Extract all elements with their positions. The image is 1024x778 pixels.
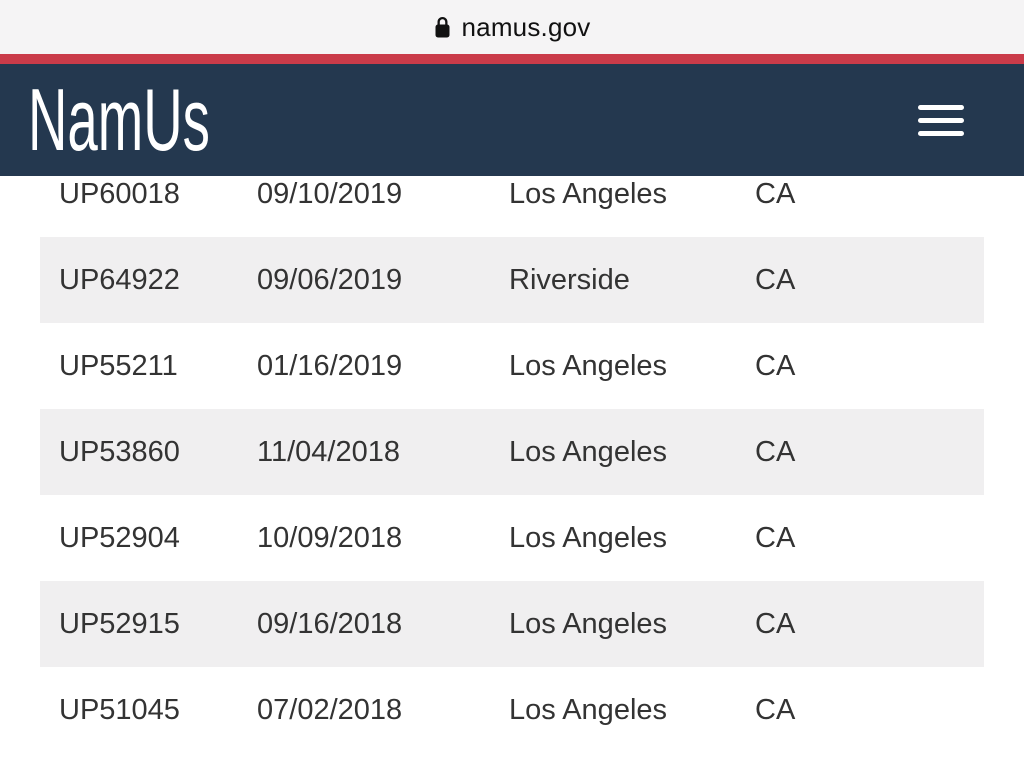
state-cell: CA: [755, 607, 796, 640]
case-row[interactable]: UP53860 11/04/2018 Los Angeles CA: [40, 409, 984, 495]
date-cell: 09/16/2018: [257, 607, 403, 640]
city-cell: Los Angeles: [509, 435, 668, 468]
red-accent-stripe: [0, 54, 1024, 64]
case-id-cell: UP51045: [59, 693, 180, 726]
state-cell: CA: [755, 435, 796, 468]
hamburger-menu-icon: [918, 117, 964, 123]
case-id-cell: UP64922: [59, 263, 180, 296]
hamburger-menu-icon: [918, 130, 964, 136]
browser-address-bar[interactable]: namus.gov: [0, 0, 1024, 54]
state-cell: CA: [755, 349, 796, 382]
case-id-cell: UP52915: [59, 607, 180, 640]
hamburger-menu-button[interactable]: [918, 104, 964, 136]
city-cell: Los Angeles: [509, 607, 668, 640]
case-id-cell: UP52904: [59, 521, 180, 554]
date-cell: 09/06/2019: [257, 263, 403, 296]
hamburger-menu-icon: [918, 104, 964, 110]
case-id-cell: UP53860: [59, 435, 180, 468]
date-cell: 09/10/2019: [257, 177, 403, 210]
case-id-cell: UP55211: [59, 349, 178, 382]
state-cell: CA: [755, 263, 796, 296]
city-cell: Riverside: [509, 263, 630, 296]
url-text: namus.gov: [461, 11, 591, 42]
city-cell: Los Angeles: [509, 177, 668, 210]
date-cell: 07/02/2018: [257, 693, 403, 726]
city-cell: Los Angeles: [509, 521, 668, 554]
case-row[interactable]: UP52904 10/09/2018 Los Angeles CA: [40, 495, 984, 581]
case-row[interactable]: UP52915 09/16/2018 Los Angeles CA: [40, 581, 984, 667]
date-cell: 01/16/2019: [257, 349, 403, 382]
case-results-table: UP60018 09/10/2019 Los Angeles CA UP6492…: [0, 151, 1024, 753]
state-cell: CA: [755, 177, 796, 210]
case-row[interactable]: UP64922 09/06/2019 Riverside CA: [40, 237, 984, 323]
namus-logo[interactable]: NamUs: [28, 70, 210, 169]
case-id-cell: UP60018: [59, 177, 180, 210]
state-cell: CA: [755, 521, 796, 554]
lock-icon: [434, 16, 451, 39]
state-cell: CA: [755, 693, 796, 726]
case-row[interactable]: UP55211 01/16/2019 Los Angeles CA: [40, 323, 984, 409]
site-header: NamUs: [0, 64, 1024, 176]
city-cell: Los Angeles: [509, 693, 668, 726]
date-cell: 11/04/2018: [257, 435, 400, 468]
case-row[interactable]: UP51045 07/02/2018 Los Angeles CA: [40, 667, 984, 753]
date-cell: 10/09/2018: [257, 521, 403, 554]
city-cell: Los Angeles: [509, 349, 668, 382]
